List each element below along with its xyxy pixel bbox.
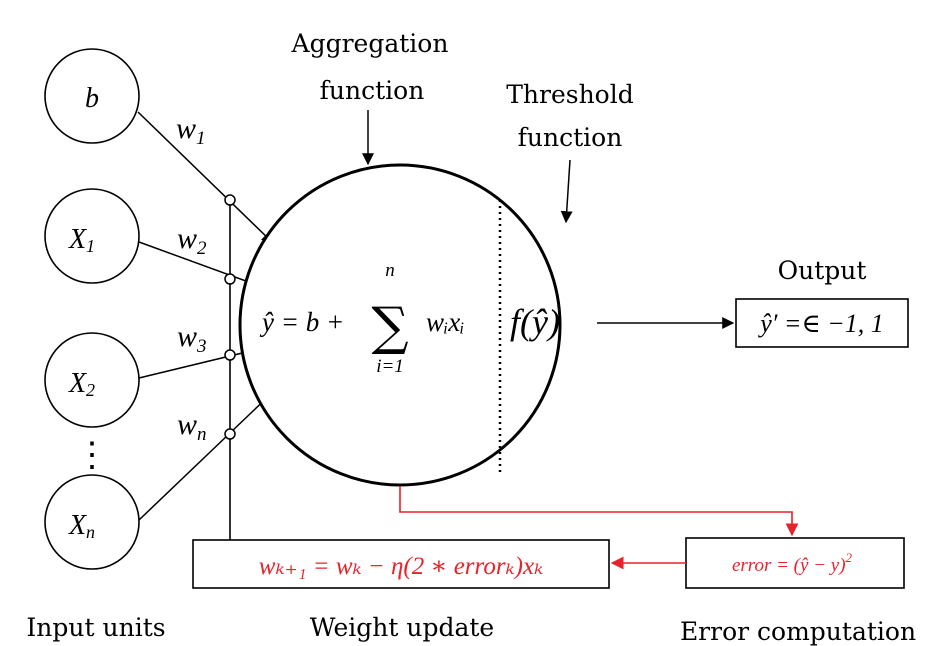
input-ellipsis: ⋮ [75, 435, 109, 475]
weight-update-box [192, 539, 610, 589]
input-label-xn: Xn [68, 510, 95, 542]
sum-symbol: ∑ [371, 297, 408, 357]
input-label-x2: X2 [68, 368, 95, 400]
threshold-label-line1: Threshold [506, 80, 634, 109]
aggregation-term: wᵢxᵢ [426, 307, 465, 337]
threshold-label-line2: function [518, 123, 623, 152]
edge-x1 [138, 241, 267, 290]
input-node-bias: b [44, 48, 140, 144]
error-feedback-arrow [399, 486, 799, 537]
error-box [685, 537, 905, 589]
neuron-body [238, 163, 562, 487]
input-label-x1: X1 [68, 224, 95, 256]
sum-upper-limit: n [385, 260, 395, 281]
weight-label-w2: w2 [177, 222, 207, 259]
threshold-pointer-arrow [560, 159, 573, 224]
aggregation-lhs: ŷ = b + [259, 307, 344, 337]
input-node-x2: X2 [44, 332, 140, 428]
edge-bias [137, 111, 274, 244]
error-formula: error = (ŷ − y)2 [732, 550, 853, 576]
aggregation-label-line2: function [320, 76, 425, 105]
weight-update-caption: Weight update [310, 613, 494, 642]
sum-lower-limit: i=1 [376, 356, 404, 377]
error-computation-caption: Error computation [680, 617, 916, 646]
output-label: Output [778, 256, 867, 285]
input-units-caption: Input units [26, 613, 165, 642]
input-node-x1: X1 [44, 188, 140, 284]
output-formula: ŷ′ =∈ −1, 1 [757, 309, 884, 338]
edge-xn [138, 389, 276, 521]
aggregation-formula: ŷ = b + n ∑ i=1 wᵢxᵢ [259, 260, 465, 377]
weight-label-w3: w3 [177, 320, 207, 357]
weight-label-wn: wn [177, 408, 207, 445]
weight-label-w1: w1 [176, 112, 206, 149]
aggregation-label-line1: Aggregation [291, 29, 449, 58]
threshold-formula: f(ŷ) [510, 302, 560, 342]
input-label-bias: b [85, 83, 99, 114]
weight-update-formula: wₖ₊₁ = wₖ − η(2 ∗ errorₖ)xₖ [259, 553, 543, 580]
input-node-xn: Xn [44, 474, 140, 570]
output-box [735, 298, 909, 348]
